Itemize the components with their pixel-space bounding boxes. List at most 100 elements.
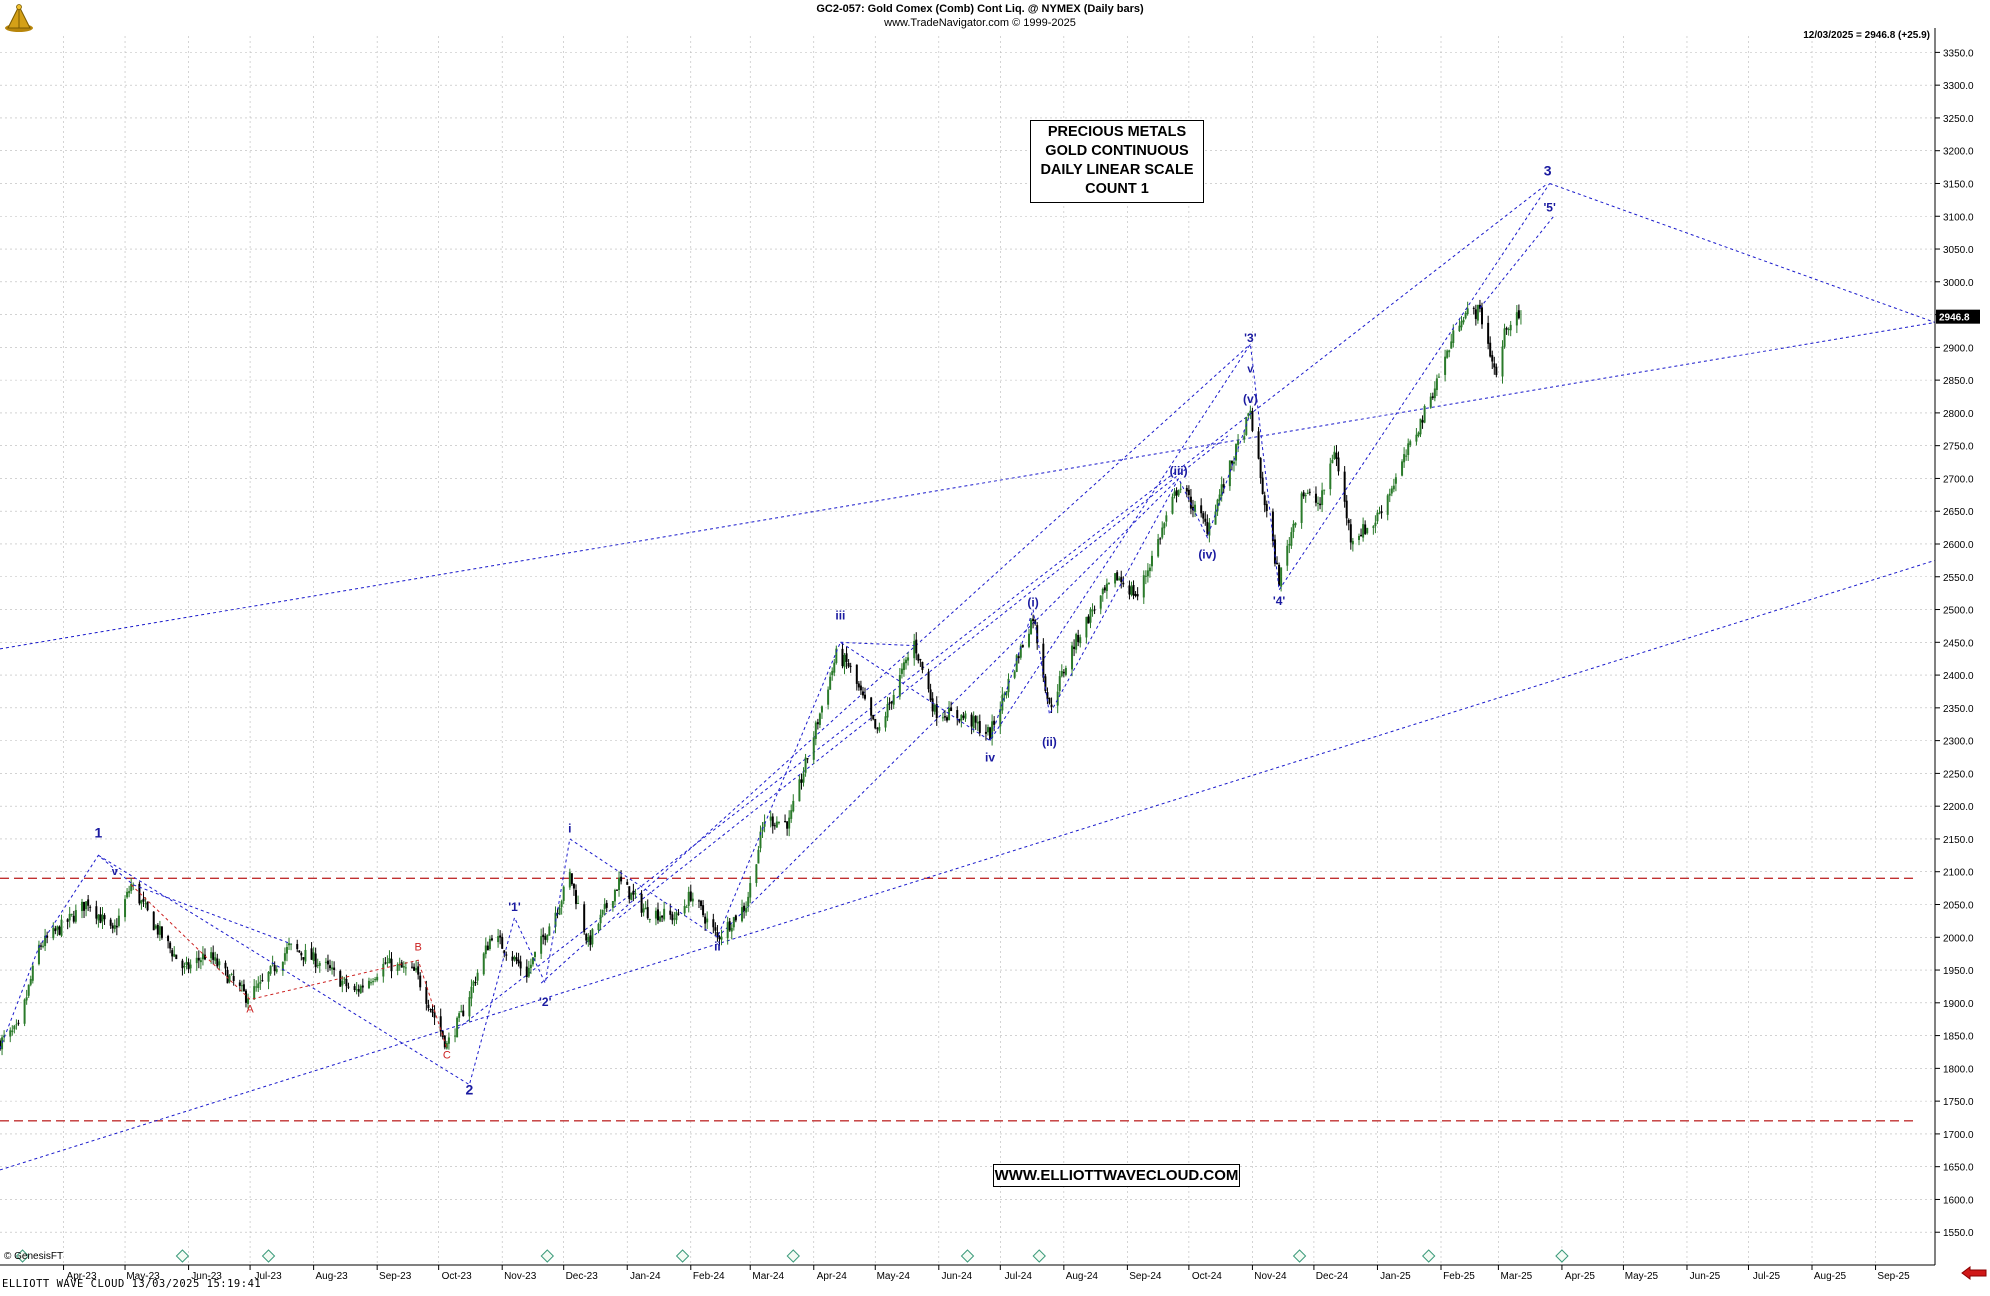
candle-body <box>718 936 721 940</box>
candle-body <box>1179 488 1182 490</box>
candle-body <box>948 708 951 721</box>
candle-body <box>1187 489 1190 496</box>
trend-line <box>618 435 1229 918</box>
wave-label: 1 <box>94 825 102 841</box>
candle-body <box>632 890 635 895</box>
candle-body <box>874 718 877 729</box>
candle-body <box>1507 329 1510 331</box>
wave-label: i <box>568 821 571 835</box>
wave-label: A <box>246 1004 254 1016</box>
candle-body <box>919 659 922 661</box>
candle-body <box>1331 459 1334 464</box>
candle-body <box>991 721 994 739</box>
candle-body <box>905 659 908 664</box>
candle-body <box>864 694 867 699</box>
date-tick-label: May-23 <box>126 1271 160 1282</box>
candle-body <box>1300 493 1303 523</box>
candle-body <box>615 889 618 891</box>
candle-body <box>87 899 90 906</box>
wave-label: '3' <box>1244 331 1257 345</box>
candle-body <box>585 934 588 941</box>
candle-body <box>1446 350 1449 358</box>
candle-body <box>1321 490 1324 506</box>
candle-body <box>15 1024 18 1026</box>
candle-body <box>42 945 45 947</box>
candle-body <box>574 890 577 904</box>
candle-body <box>115 925 118 928</box>
candle-body <box>1271 511 1274 542</box>
candle-body <box>224 962 227 969</box>
candle-body <box>13 1025 16 1030</box>
candle-body <box>1462 319 1465 323</box>
candle-body <box>285 947 288 954</box>
candle-body <box>372 981 375 983</box>
candle-body <box>290 943 293 945</box>
candle-body <box>72 915 75 922</box>
date-tick-label: Oct-24 <box>1192 1271 1222 1282</box>
price-axis: 1550.0 1600.0 1650.0 1700.0 1750.0 1800.0 1850… <box>1934 28 1980 1265</box>
candle-body <box>173 953 176 957</box>
candle-body <box>1403 454 1406 463</box>
candle-body <box>986 727 989 733</box>
candle-body <box>210 952 213 959</box>
candle-body <box>497 936 500 943</box>
scroll-right-arrow-icon[interactable] <box>1960 1265 1988 1281</box>
candle-body <box>1130 586 1133 596</box>
wave-label: v <box>112 866 119 878</box>
date-tick-label: Oct-23 <box>442 1271 472 1282</box>
candle-body <box>1093 609 1096 611</box>
candle-body <box>1286 545 1289 566</box>
candle-body <box>964 713 967 719</box>
candle-body <box>144 903 147 905</box>
candle-body <box>175 954 178 960</box>
candle-body <box>962 715 965 718</box>
trend-lines <box>0 183 1936 1171</box>
candle-body <box>109 919 112 926</box>
candle-body <box>542 934 545 938</box>
candle-body <box>669 910 672 915</box>
candle-body <box>343 978 346 980</box>
price-tick-label: 2350.0 <box>1943 704 1974 715</box>
candle-body <box>927 671 930 690</box>
candle-body <box>1466 308 1469 315</box>
candle-body <box>269 965 272 974</box>
candle-body <box>558 907 561 915</box>
candle-body <box>113 925 116 930</box>
candle-body <box>1017 656 1020 659</box>
candle-body <box>517 959 520 964</box>
candle-body <box>1450 341 1453 349</box>
price-tick-label: 3300.0 <box>1943 81 1974 92</box>
wave-label: iv <box>985 751 995 765</box>
candle-body <box>915 639 918 654</box>
price-tick-label: 3250.0 <box>1943 114 1974 125</box>
candle-body <box>613 889 616 902</box>
candle-body <box>568 872 571 888</box>
candle-body <box>1077 635 1080 643</box>
candle-body <box>1027 633 1030 647</box>
candle-body <box>1003 693 1006 695</box>
candle-body <box>644 907 647 910</box>
wave-label: (iii) <box>1170 464 1188 478</box>
candle-body <box>1407 443 1410 456</box>
candle-body <box>376 976 379 981</box>
candle-body <box>1433 388 1436 399</box>
candle-body <box>1489 342 1492 357</box>
candle-body <box>847 662 850 667</box>
trend-line <box>0 559 1936 1171</box>
candle-body <box>17 1022 20 1024</box>
candle-body <box>956 710 959 719</box>
candle-body <box>757 849 760 864</box>
candle-body <box>704 916 707 924</box>
candle-body <box>843 655 846 668</box>
date-tick-label: Jun-25 <box>1690 1271 1721 1282</box>
candle-body <box>1019 645 1022 658</box>
candle-body <box>1204 518 1207 522</box>
candle-body <box>1319 503 1322 506</box>
candle-body <box>117 915 120 926</box>
candle-body <box>788 817 791 829</box>
candle-body <box>833 662 836 673</box>
candle-body <box>37 944 40 965</box>
candle-body <box>519 961 522 969</box>
candle-body <box>1415 434 1418 442</box>
candle-body <box>984 731 987 734</box>
